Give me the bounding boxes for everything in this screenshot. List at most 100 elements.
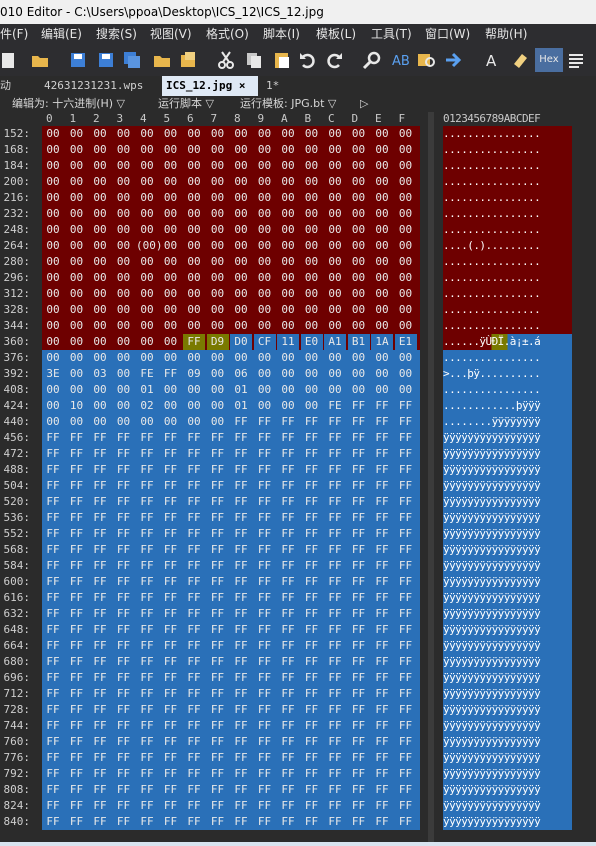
hex-byte[interactable]: FF — [234, 527, 248, 540]
hex-byte[interactable]: 00 — [140, 271, 154, 284]
hex-byte[interactable]: 00 — [93, 191, 107, 204]
hex-byte[interactable]: 00 — [375, 223, 389, 236]
hex-byte[interactable]: 00 — [116, 287, 131, 300]
hex-byte[interactable]: 00 — [328, 255, 342, 268]
hex-bytes-area[interactable]: 00 00 00 00 00 00 00 00 00 00 00 00 00 00 00 00 — [42, 318, 420, 334]
hex-byte[interactable]: FE — [328, 399, 342, 412]
hex-byte[interactable]: 00 — [257, 351, 272, 364]
hex-byte[interactable]: 00 — [140, 175, 154, 188]
hex-byte[interactable]: 00 — [351, 143, 366, 156]
hex-byte[interactable]: FF — [304, 799, 319, 812]
hex-byte[interactable]: FF — [69, 575, 84, 588]
hex-byte[interactable]: 00 — [351, 191, 366, 204]
hex-byte[interactable]: 00 — [46, 415, 60, 428]
hex-byte[interactable]: 00 — [375, 159, 389, 172]
hex-byte[interactable]: 00 — [328, 319, 342, 332]
hex-byte[interactable]: FF — [93, 719, 107, 732]
hex-byte[interactable]: 00 — [140, 287, 154, 300]
hex-byte[interactable]: FF — [183, 334, 205, 350]
hex-byte[interactable]: 00 — [398, 367, 413, 380]
hex-bytes-area[interactable]: FF FF FF FF FF FF FF FF FF FF FF FF FF FF FF FF — [42, 718, 420, 734]
hex-byte[interactable]: FF — [234, 543, 248, 556]
hex-byte[interactable]: 00 — [398, 383, 413, 396]
hex-bytes-area[interactable]: FF FF FF FF FF FF FF FF FF FF FF FF FF FF FF FF — [42, 478, 420, 494]
hex-byte[interactable]: FF — [351, 783, 366, 796]
ascii-text[interactable]: ......ÿÙÐÏ.à¡±.á — [443, 334, 572, 350]
tab-new-file[interactable]: 1* — [266, 79, 280, 92]
hex-byte[interactable]: FF — [93, 431, 107, 444]
hex-byte[interactable]: FF — [304, 527, 319, 540]
hex-byte[interactable]: FF — [304, 735, 319, 748]
hex-bytes-area[interactable]: FF FF FF FF FF FF FF FF FF FF FF FF FF FF FF FF — [42, 446, 420, 462]
hex-byte[interactable]: FF — [69, 767, 84, 780]
hex-byte[interactable]: FF — [257, 607, 272, 620]
hex-byte[interactable]: FF — [351, 639, 366, 652]
hex-byte[interactable]: FF — [140, 735, 154, 748]
hex-byte[interactable]: FF — [140, 639, 154, 652]
hex-bytes-area[interactable]: FF FF FF FF FF FF FF FF FF FF FF FF FF FF FF FF — [42, 798, 420, 814]
hex-byte[interactable]: 00 — [163, 159, 178, 172]
hex-byte[interactable]: 00 — [210, 143, 225, 156]
ascii-text[interactable]: ................ — [443, 350, 572, 366]
hex-byte[interactable]: FF — [187, 783, 201, 796]
hex-byte[interactable]: 00 — [375, 127, 389, 140]
hex-byte[interactable]: 00 — [93, 399, 107, 412]
hex-byte[interactable]: 00 — [281, 271, 295, 284]
hex-byte[interactable]: 00 — [93, 335, 107, 348]
ascii-text[interactable]: ................ — [443, 222, 572, 238]
hex-byte[interactable]: FF — [210, 751, 225, 764]
hex-byte[interactable]: FF — [351, 399, 366, 412]
ascii-text[interactable]: ................ — [443, 318, 572, 334]
hex-byte[interactable]: FF — [140, 431, 154, 444]
hex-byte[interactable]: FF — [257, 591, 272, 604]
hex-byte[interactable]: 00 — [210, 159, 225, 172]
hex-byte[interactable]: FF — [163, 783, 178, 796]
hex-byte[interactable]: FF — [69, 751, 84, 764]
hex-byte[interactable]: 00 — [304, 319, 319, 332]
hex-byte[interactable]: FF — [140, 479, 154, 492]
hex-byte[interactable]: 00 — [281, 191, 295, 204]
hex-byte[interactable]: 00 — [69, 239, 84, 252]
hex-byte[interactable]: FF — [116, 543, 131, 556]
undo-icon[interactable] — [298, 50, 318, 70]
hex-byte[interactable]: FF — [281, 799, 295, 812]
hex-byte[interactable]: FF — [281, 671, 295, 684]
hex-byte[interactable]: FF — [116, 575, 131, 588]
hex-byte[interactable]: 00 — [69, 255, 84, 268]
hex-byte[interactable]: FF — [375, 719, 389, 732]
hex-byte[interactable]: 00 — [187, 207, 201, 220]
hex-byte[interactable]: FF — [304, 655, 319, 668]
hex-byte[interactable]: 00 — [351, 255, 366, 268]
hex-byte[interactable]: FF — [116, 735, 131, 748]
hex-byte[interactable]: 00 — [163, 271, 178, 284]
hex-bytes-area[interactable]: 00 00 00 00 00 00 00 00 00 00 00 00 00 00 00 00 — [42, 126, 420, 142]
hex-byte[interactable]: 00 — [163, 383, 178, 396]
hex-byte[interactable]: 00 — [234, 191, 248, 204]
hex-bytes-area[interactable]: 00 00 00 00 00 00 00 00 00 00 00 00 00 00 00 00 — [42, 190, 420, 206]
hex-byte[interactable]: FF — [281, 783, 295, 796]
hex-byte[interactable]: 00 — [69, 271, 84, 284]
hex-byte[interactable]: 00 — [210, 319, 225, 332]
copy-icon[interactable] — [244, 50, 264, 70]
hex-byte[interactable]: 00 — [116, 335, 131, 348]
hex-byte[interactable]: FF — [69, 431, 84, 444]
hex-byte[interactable]: FF — [69, 607, 84, 620]
hex-byte[interactable]: FF — [328, 815, 342, 828]
hex-byte[interactable]: 00 — [328, 127, 342, 140]
hex-byte[interactable]: 00 — [328, 367, 342, 380]
hex-byte[interactable]: 00 — [398, 207, 413, 220]
hex-byte[interactable]: FF — [187, 527, 201, 540]
hex-byte[interactable]: FF — [328, 751, 342, 764]
save-icon[interactable] — [68, 50, 88, 70]
hex-byte[interactable]: 00 — [187, 191, 201, 204]
hex-byte[interactable]: FF — [257, 815, 272, 828]
hex-byte[interactable]: 00 — [69, 383, 84, 396]
hex-bytes-area[interactable]: FF FF FF FF FF FF FF FF FF FF FF FF FF FF FF FF — [42, 670, 420, 686]
hex-byte[interactable]: FF — [304, 575, 319, 588]
hex-byte[interactable]: 00 — [375, 175, 389, 188]
hex-byte[interactable]: 00 — [163, 399, 178, 412]
hex-byte[interactable]: FF — [234, 623, 248, 636]
hex-byte[interactable]: 00 — [116, 319, 131, 332]
hex-byte[interactable]: FF — [398, 479, 413, 492]
hex-byte[interactable]: 00 — [93, 207, 107, 220]
